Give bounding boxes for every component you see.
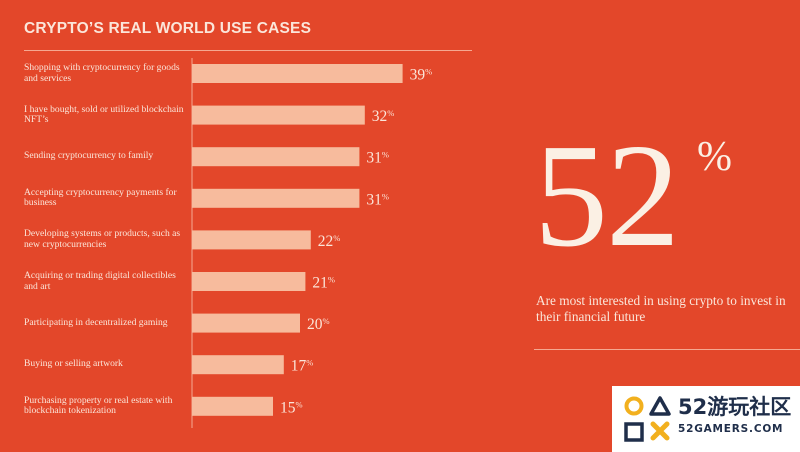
bar-value-label: 20%: [307, 316, 330, 333]
logo-name: 52游玩社区: [678, 395, 792, 419]
bar-value-number: 31: [366, 191, 382, 208]
bar: [192, 355, 284, 375]
highlight-divider: [534, 349, 800, 350]
highlight-caption: Are most interested in using crypto to i…: [536, 293, 786, 324]
category-label: Buying or selling artwork: [24, 358, 123, 370]
bars-layer: 39%32%31%31%22%21%20%17%15%: [192, 64, 432, 416]
bar-value-label: 39%: [410, 67, 433, 84]
category-label: Accepting cryptocurrency payments for bu…: [24, 186, 177, 209]
bar: [192, 188, 360, 208]
bar-value-suffix: %: [328, 275, 335, 285]
bar-value-suffix: %: [323, 316, 330, 326]
logo-domain: 52GAMERS.COM: [678, 423, 784, 435]
bar-value-label: 21%: [312, 275, 335, 292]
gamepad-buttons-icon: [624, 396, 671, 442]
category-label: Purchasing property or real estate with …: [24, 394, 173, 417]
chart-title: CRYPTO’S REAL WORLD USE CASES: [24, 20, 312, 37]
bar: [192, 230, 311, 250]
highlight-percent-sign: %: [697, 134, 732, 180]
bar-chart: 39%32%31%31%22%21%20%17%15%: [191, 58, 432, 428]
bar-value-suffix: %: [306, 358, 313, 368]
bar: [192, 396, 273, 416]
bar: [192, 272, 306, 291]
bar: [192, 64, 403, 83]
bar-value-label: 31%: [366, 191, 389, 208]
bar-value-number: 20: [307, 316, 323, 333]
bar-value-number: 31: [366, 150, 382, 167]
category-label: Acquiring or trading digital collectible…: [24, 270, 176, 292]
bar-value-suffix: %: [425, 67, 432, 77]
title-divider: [24, 50, 472, 51]
bar-value-suffix: %: [333, 233, 340, 243]
bar-value-suffix: %: [382, 150, 389, 160]
bar: [192, 313, 300, 333]
watermark-logo: 52游玩社区 52GAMERS.COM: [612, 386, 800, 452]
category-label: Developing systems or products, such as …: [24, 228, 181, 250]
bar-value-suffix: %: [382, 191, 389, 201]
bar-value-number: 15: [280, 399, 296, 416]
bar-value-number: 22: [318, 233, 334, 250]
bar-value-suffix: %: [296, 399, 303, 409]
bar-value-label: 15%: [280, 399, 303, 416]
bar: [192, 147, 360, 167]
bar-value-number: 32: [372, 108, 388, 125]
category-label: Sending cryptocurrency to family: [24, 150, 154, 162]
bar-value-number: 21: [312, 275, 328, 292]
highlight-number: 52: [534, 114, 680, 278]
bar-value-suffix: %: [387, 108, 394, 118]
category-label: I have bought, sold or utilized blockcha…: [24, 103, 184, 126]
category-label: Shopping with cryptocurrency for goods a…: [24, 62, 180, 84]
bar-value-number: 17: [291, 358, 307, 375]
bar: [192, 105, 365, 125]
bar-value-label: 17%: [291, 358, 314, 375]
category-label: Participating in decentralized gaming: [24, 316, 168, 328]
bar-value-number: 39: [410, 67, 426, 84]
bar-value-label: 22%: [318, 233, 341, 250]
bar-value-label: 32%: [372, 108, 395, 125]
bar-value-label: 31%: [366, 150, 389, 167]
